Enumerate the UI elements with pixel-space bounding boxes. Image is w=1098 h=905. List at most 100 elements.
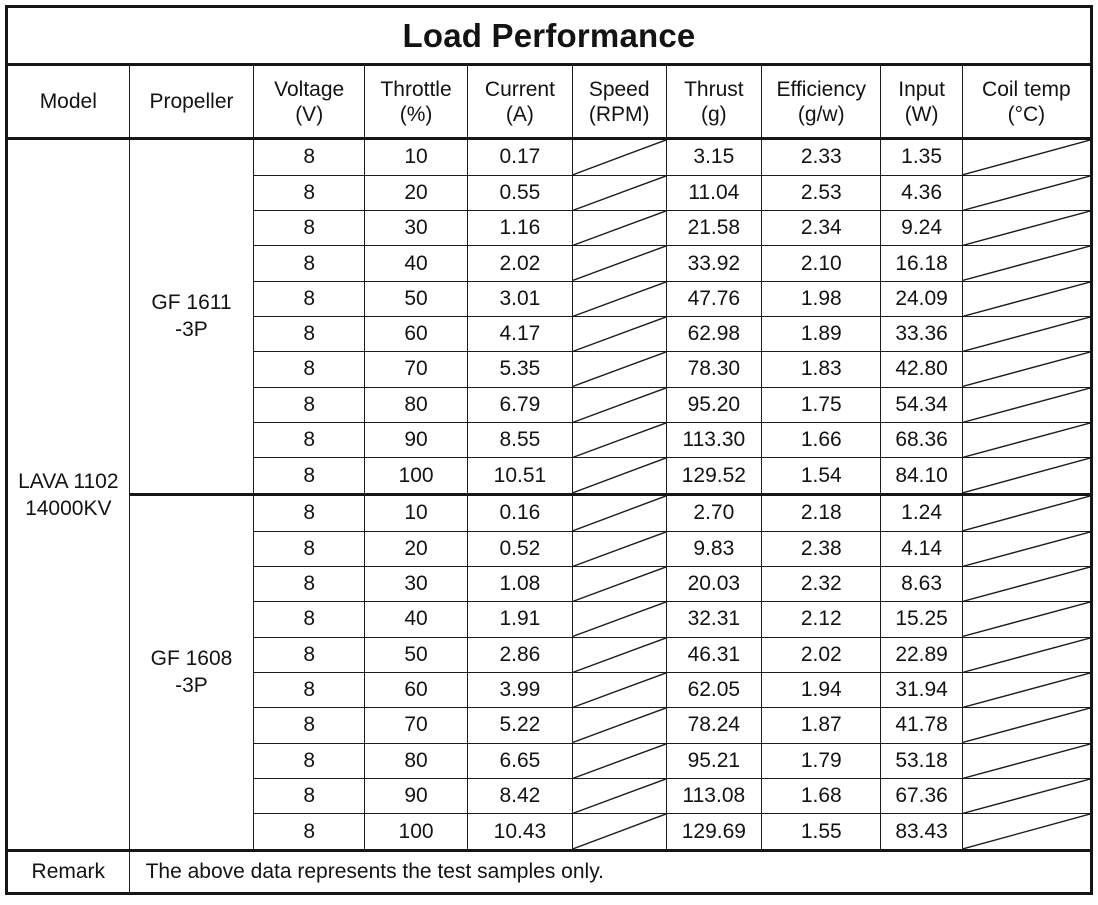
propeller-text: GF 1608 <box>150 647 233 671</box>
no-data-cell-coil-temp <box>961 351 1093 388</box>
diagonal-slash-icon <box>963 211 1090 245</box>
data-row: 8 30 1.08 20.03 2.32 8.63 <box>7 565 1093 603</box>
data-row: 8 50 3.01 47.76 1.98 24.09 <box>7 280 1093 317</box>
cell-voltage: 8 <box>253 492 366 532</box>
column-header-propeller: Propeller <box>128 64 255 140</box>
column-header-throttle: Throttle (%) <box>364 64 469 140</box>
diagonal-slash-icon <box>573 602 666 636</box>
cell-efficiency: 1.83 <box>761 351 882 388</box>
cell-throttle: 30 <box>364 210 469 247</box>
model-text: 14000KV <box>25 496 112 520</box>
cell-input: 83.43 <box>880 813 963 851</box>
diagonal-slash-icon <box>963 246 1090 280</box>
data-row: 8 80 6.65 95.21 1.79 53.18 <box>7 742 1093 779</box>
cell-throttle: 90 <box>364 777 469 815</box>
cell-input: 54.34 <box>880 386 963 423</box>
diagonal-slash-icon <box>963 602 1090 636</box>
cell-efficiency: 1.89 <box>761 315 882 353</box>
no-data-cell-coil-temp <box>961 138 1093 176</box>
cell-efficiency: 1.79 <box>761 742 882 779</box>
cell-current: 8.42 <box>467 777 573 815</box>
no-data-cell-speed-rpm <box>571 210 667 247</box>
column-header-thrust: Thrust (g) <box>665 64 763 140</box>
cell-input: 16.18 <box>880 245 963 282</box>
cell-efficiency: 1.94 <box>761 671 882 709</box>
cell-input: 42.80 <box>880 351 963 388</box>
cell-efficiency: 2.10 <box>761 245 882 282</box>
cell-thrust: 113.30 <box>665 421 763 459</box>
remark-row: Remark The above data represents the tes… <box>6 849 1093 894</box>
cell-thrust: 11.04 <box>665 174 763 212</box>
cell-efficiency: 1.66 <box>761 421 882 459</box>
no-data-cell-speed-rpm <box>571 280 667 317</box>
no-data-cell-coil-temp <box>961 813 1093 851</box>
no-data-cell-speed-rpm <box>571 315 667 353</box>
cell-efficiency: 1.55 <box>761 813 882 851</box>
column-header-label: Current <box>484 77 555 101</box>
diagonal-slash-icon <box>573 211 666 245</box>
cell-input: 68.36 <box>880 421 963 459</box>
no-data-cell-coil-temp <box>961 280 1093 317</box>
cell-thrust: 129.69 <box>665 813 763 851</box>
diagonal-slash-icon <box>573 388 666 422</box>
cell-throttle: 60 <box>364 671 469 709</box>
cell-voltage: 8 <box>253 210 366 247</box>
cell-thrust: 33.92 <box>665 245 763 282</box>
no-data-cell-speed-rpm <box>571 386 667 423</box>
cell-throttle: 20 <box>364 530 469 567</box>
cell-current: 3.01 <box>467 280 573 317</box>
cell-current: 4.17 <box>467 315 573 353</box>
no-data-cell-speed-rpm <box>571 601 667 638</box>
cell-input: 33.36 <box>880 315 963 353</box>
model-cell: LAVA 1102 14000KV <box>6 138 130 851</box>
cell-thrust: 2.70 <box>665 492 763 532</box>
no-data-cell-speed-rpm <box>571 245 667 282</box>
propeller-text: -3P <box>175 318 208 342</box>
column-header-coil-temp: Coil temp (°C) <box>961 64 1093 140</box>
propeller-cell: GF 1611 -3P <box>128 138 255 495</box>
no-data-cell-speed-rpm <box>571 742 667 779</box>
diagonal-slash-icon <box>573 496 666 531</box>
no-data-cell-coil-temp <box>961 245 1093 282</box>
cell-voltage: 8 <box>253 530 366 567</box>
cell-input: 1.24 <box>880 492 963 532</box>
cell-voltage: 8 <box>253 351 366 388</box>
diagonal-slash-icon <box>963 532 1090 566</box>
cell-efficiency: 2.18 <box>761 492 882 532</box>
diagonal-slash-icon <box>573 779 666 813</box>
no-data-cell-coil-temp <box>961 601 1093 638</box>
column-header-label: Speed <box>588 77 650 101</box>
cell-thrust: 47.76 <box>665 280 763 317</box>
cell-thrust: 32.31 <box>665 601 763 638</box>
column-header-row: Model Propeller Voltage (V) Throttle (%) Curre… <box>6 64 1093 140</box>
cell-thrust: 20.03 <box>665 565 763 603</box>
diagonal-slash-icon <box>573 423 666 457</box>
cell-current: 0.16 <box>467 492 573 532</box>
no-data-cell-speed-rpm <box>571 492 667 532</box>
no-data-cell-coil-temp <box>961 777 1093 815</box>
cell-voltage: 8 <box>253 813 366 851</box>
diagonal-slash-icon <box>963 673 1090 707</box>
no-data-cell-speed-rpm <box>571 530 667 567</box>
diagonal-slash-icon <box>573 567 666 601</box>
cell-efficiency: 1.98 <box>761 280 882 317</box>
diagonal-slash-icon <box>573 352 666 386</box>
diagonal-slash-icon <box>963 317 1090 351</box>
cell-voltage: 8 <box>253 280 366 317</box>
no-data-cell-coil-temp <box>961 457 1093 495</box>
cell-current: 2.86 <box>467 636 573 673</box>
no-data-cell-speed-rpm <box>571 707 667 744</box>
no-data-cell-speed-rpm <box>571 174 667 212</box>
cell-current: 8.55 <box>467 421 573 459</box>
no-data-cell-coil-temp <box>961 742 1093 779</box>
cell-throttle: 20 <box>364 174 469 212</box>
cell-current: 2.02 <box>467 245 573 282</box>
no-data-cell-coil-temp <box>961 565 1093 603</box>
cell-current: 5.22 <box>467 707 573 744</box>
remark-label: Remark <box>6 849 130 894</box>
no-data-cell-coil-temp <box>961 671 1093 709</box>
cell-current: 5.35 <box>467 351 573 388</box>
cell-efficiency: 1.87 <box>761 707 882 744</box>
remark-text: The above data represents the test sampl… <box>128 849 1093 894</box>
cell-voltage: 8 <box>253 386 366 423</box>
